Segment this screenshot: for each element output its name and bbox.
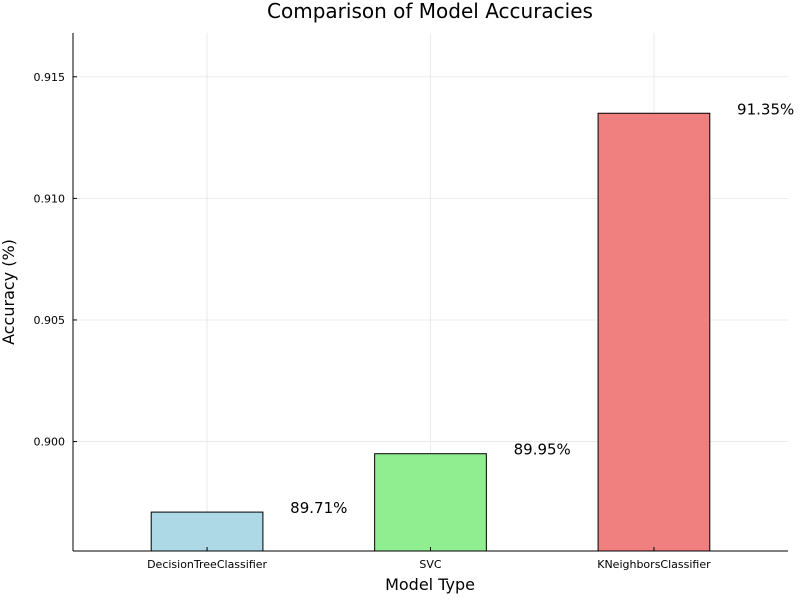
ticks-layer: 0.900 0.905 0.910 0.915 DecisionTreeClassifi… [34,71,712,571]
chart-title: Comparison of Model Accuracies [267,0,593,23]
bars-layer [150,112,711,552]
data-label: 89.95% [514,441,571,459]
bar [150,511,264,552]
bar [374,453,487,552]
y-tick-label: 0.900 [34,436,66,449]
x-tick-label: DecisionTreeClassifier [147,558,267,571]
data-label: 89.71% [290,499,347,517]
data-label: 91.35% [737,100,794,118]
bar [597,112,711,552]
y-tick-label: 0.905 [34,314,66,327]
x-tick-label: SVC [419,558,442,571]
data-labels-layer: 89.71% 89.95% 91.35% [290,100,794,517]
y-axis-label: Accuracy (%) [0,239,18,345]
y-tick-label: 0.910 [34,192,66,205]
x-axis-label: Model Type [385,575,475,594]
x-tick-label: KNeighborsClassifier [597,558,711,571]
y-tick-label: 0.915 [34,71,66,84]
